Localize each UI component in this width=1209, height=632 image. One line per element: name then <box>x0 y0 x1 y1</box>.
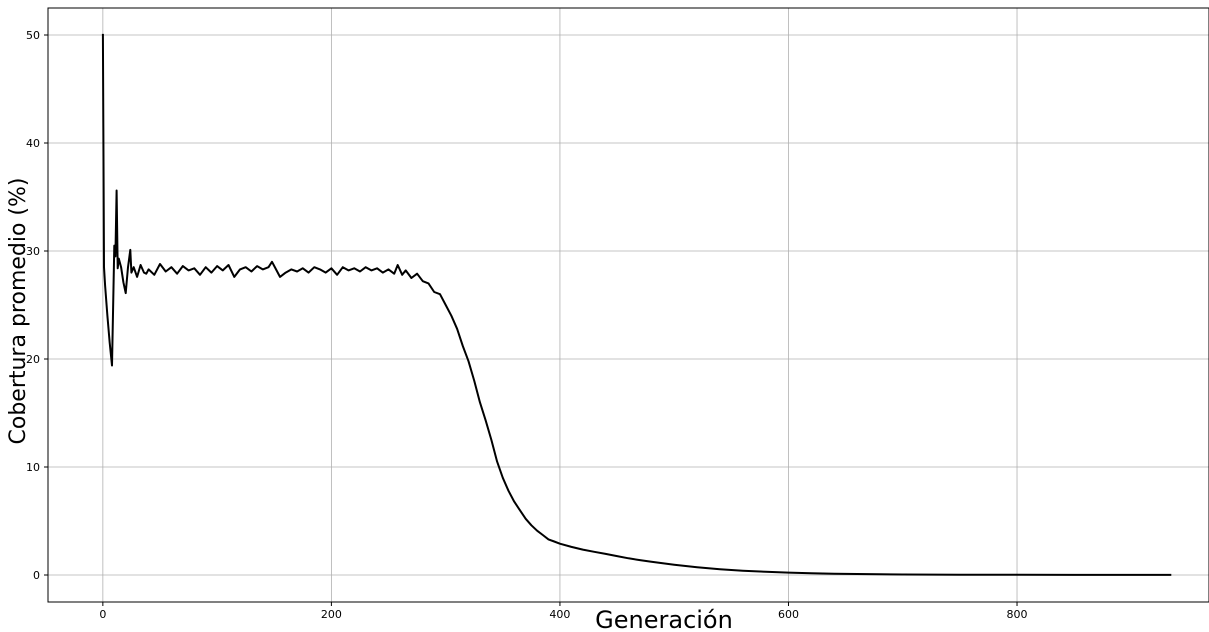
plot-lines <box>101 33 1172 576</box>
axis-ticks: 0 200 400 600 800 0 10 20 30 40 50 <box>26 29 1028 621</box>
y-tick-label: 0 <box>33 569 40 582</box>
y-axis-label: Cobertura promedio (%) <box>6 177 31 444</box>
y-tick-label: 10 <box>26 461 40 474</box>
x-axis-label: Generación <box>595 606 733 632</box>
y-tick-label: 50 <box>26 29 40 42</box>
plot-frame <box>47 7 1209 603</box>
x-tick-label: 200 <box>321 608 342 621</box>
y-tick-label: 40 <box>26 137 40 150</box>
x-tick-label: 0 <box>99 608 106 621</box>
x-tick-label: 400 <box>549 608 570 621</box>
series-line <box>101 33 1172 576</box>
y-tick-label: 20 <box>26 353 40 366</box>
x-tick-label: 800 <box>1007 608 1028 621</box>
y-tick-label: 30 <box>26 245 40 258</box>
x-tick-label: 600 <box>778 608 799 621</box>
grid-lines <box>48 8 1209 602</box>
